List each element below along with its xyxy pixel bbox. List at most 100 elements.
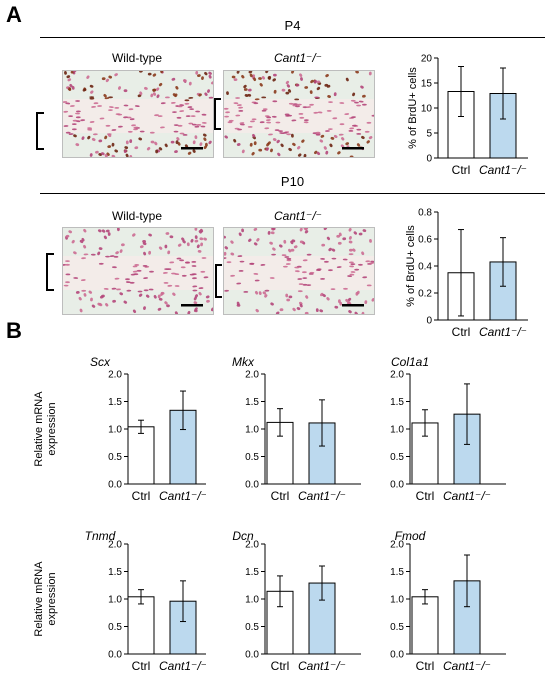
scx-y-axis-label: Relative mRNAexpression: [33, 391, 58, 467]
p4-brdu-chart: % of BrdU+ cells 0 5 10 15 20 Ctrl Cant1⁻/⁻: [407, 54, 528, 177]
p10-wt-label: Wild-type: [111, 209, 162, 223]
col1a1-cant1-label: Cant1⁻/⁻: [443, 489, 491, 503]
panel-a-letter: A: [6, 2, 22, 27]
col1a1-y-tick-label: 1.5: [390, 397, 404, 408]
mkx-title: Mkx: [232, 355, 255, 369]
col1a1-y-tick-label: 0.5: [390, 452, 404, 463]
p4-brdu-ctrl-error-bar: [458, 66, 464, 117]
p4-brdu-cant1-error-bar: [500, 67, 506, 120]
p4-brdu-y-tick-label: 15: [421, 79, 433, 90]
scx-expression-chart: Scx Relative mRNAexpression 0.0 0.5 1.0 1.5 2.…: [33, 355, 206, 503]
scx-y-tick-label: 2.0: [108, 370, 122, 381]
dcn-ctrl-label: Ctrl: [271, 659, 290, 673]
scx-ctrl-bar: [127, 426, 155, 485]
tnmd-y-axis-label: Relative mRNAexpression: [33, 561, 58, 637]
p4-ko-label: Cant1⁻/⁻: [273, 51, 323, 65]
dcn-y-tick-label: 0.5: [245, 622, 259, 633]
dcn-cant1-error-bar: [319, 565, 325, 601]
tnmd-ctrl-bar: [127, 596, 155, 655]
col1a1-y-tick-label: 0.0: [390, 480, 404, 491]
scx-y-tick-label: 1.5: [108, 397, 122, 408]
p4-brdu-ctrl-label: Ctrl: [452, 163, 471, 177]
fmod-ctrl-bar: [411, 596, 439, 655]
tnmd-cant1-error-bar: [180, 580, 186, 623]
p10-ko-label: Cant1⁻/⁻: [273, 209, 323, 223]
col1a1-expression-chart: Col1a1 0.0 0.5 1.0 1.5 2.0 Ctrl Cant1⁻/⁻: [390, 355, 506, 503]
mkx-expression-chart: Mkx 0.0 0.5 1.0 1.5 2.0 Ctrl Cant1⁻/⁻: [232, 355, 361, 503]
p4-cant1-micrograph: [223, 70, 375, 158]
p10-cant1-micrograph: [223, 227, 375, 315]
p10-ko-tendon-bracket: [215, 264, 222, 298]
p4-ko-tendon-bracket: [214, 98, 221, 130]
p10-brdu-y-tick-label: 0.6: [418, 235, 432, 246]
scx-y-tick-label: 1.0: [108, 425, 122, 436]
p10-wt-tendon-bracket: [46, 253, 54, 291]
dcn-y-tick-label: 2.0: [245, 540, 259, 551]
p10-brdu-ctrl-error-bar: [458, 229, 464, 317]
scx-cant1-label: Cant1⁻/⁻: [159, 489, 206, 503]
scx-y-tick-label: 0.0: [108, 480, 122, 491]
tnmd-y-tick-label: 1.5: [108, 567, 122, 578]
tnmd-y-tick-label: 2.0: [108, 540, 122, 551]
mkx-ctrl-error-bar: [277, 408, 283, 437]
dcn-y-tick-label: 1.0: [245, 595, 259, 606]
tnmd-y-tick-label: 1.0: [108, 595, 122, 606]
fmod-y-tick-label: 0.0: [390, 650, 404, 661]
mkx-y-tick-label: 2.0: [245, 370, 259, 381]
p4-divider: [40, 37, 545, 38]
p4-brdu-y-axis-label: % of BrdU+ cells: [407, 67, 419, 149]
p10-brdu-chart: % of BrdU+ cells 0 0.2 0.4 0.6 0.8 Ctrl Cant1⁻/…: [405, 208, 528, 339]
p4-title: P4: [284, 18, 301, 33]
tnmd-ctrl-label: Ctrl: [132, 659, 151, 673]
p10-brdu-y-axis-label: % of BrdU+ cells: [405, 225, 417, 307]
scx-y-tick-label: 0.5: [108, 452, 122, 463]
p10-brdu-y-tick-label: 0.4: [418, 262, 432, 273]
tnmd-cant1-label: Cant1⁻/⁻: [159, 659, 206, 673]
col1a1-cant1-error-bar: [464, 383, 470, 445]
p10-title: P10: [280, 174, 305, 189]
scx-title: Scx: [90, 355, 111, 369]
tnmd-y-tick-label: 0.0: [108, 650, 122, 661]
fmod-title: Fmod: [395, 529, 426, 543]
p10-brdu-y-tick-label: 0: [426, 316, 432, 327]
col1a1-y-tick-label: 1.0: [390, 425, 404, 436]
mkx-cant1-error-bar: [319, 399, 325, 447]
fmod-y-tick-label: 1.5: [390, 567, 404, 578]
p4-brdu-cant1-bar: [489, 93, 517, 159]
p4-brdu-y-tick-label: 10: [421, 104, 433, 115]
mkx-y-tick-label: 0.0: [245, 480, 259, 491]
mkx-cant1-label: Cant1⁻/⁻: [298, 489, 346, 503]
p4-brdu-y-tick-label: 0: [426, 154, 432, 165]
p10-brdu-y-tick-label: 0.2: [418, 289, 432, 300]
tnmd-expression-chart: Tnmd Relative mRNAexpression 0.0 0.5 1.0 1.5 2…: [33, 529, 206, 673]
mkx-y-tick-label: 0.5: [245, 452, 259, 463]
dcn-title: Dcn: [232, 529, 254, 543]
tnmd-y-tick-label: 0.5: [108, 622, 122, 633]
p4-brdu-cant1-label: Cant1⁻/⁻: [479, 163, 527, 177]
p10-divider: [40, 193, 545, 194]
p10-brdu-ctrl-label: Ctrl: [452, 325, 471, 339]
fmod-y-tick-label: 2.0: [390, 540, 404, 551]
dcn-ctrl-error-bar: [277, 575, 283, 608]
fmod-cant1-label: Cant1⁻/⁻: [443, 659, 491, 673]
p4-wt-tendon-bracket: [36, 112, 44, 150]
mkx-y-tick-label: 1.0: [245, 425, 259, 436]
fmod-y-tick-label: 0.5: [390, 622, 404, 633]
fmod-expression-chart: Fmod 0.0 0.5 1.0 1.5 2.0 Ctrl Cant1⁻/⁻: [390, 529, 506, 673]
scx-ctrl-label: Ctrl: [132, 489, 151, 503]
p10-brdu-cant1-error-bar: [500, 237, 506, 287]
dcn-cant1-label: Cant1⁻/⁻: [298, 659, 346, 673]
p10-wildtype-micrograph: [62, 227, 214, 315]
p4-brdu-y-tick-label: 20: [421, 54, 433, 65]
fmod-cant1-error-bar: [464, 554, 470, 608]
col1a1-ctrl-label: Ctrl: [416, 489, 435, 503]
dcn-y-tick-label: 1.5: [245, 567, 259, 578]
p10-brdu-y-tick-label: 0.8: [418, 208, 432, 219]
fmod-y-tick-label: 1.0: [390, 595, 404, 606]
scx-cant1-error-bar: [180, 390, 186, 431]
scx-ctrl-error-bar: [138, 419, 144, 434]
tnmd-title: Tnmd: [85, 529, 116, 543]
tnmd-ctrl-error-bar: [138, 589, 144, 605]
mkx-y-tick-label: 1.5: [245, 397, 259, 408]
col1a1-title: Col1a1: [391, 355, 429, 369]
